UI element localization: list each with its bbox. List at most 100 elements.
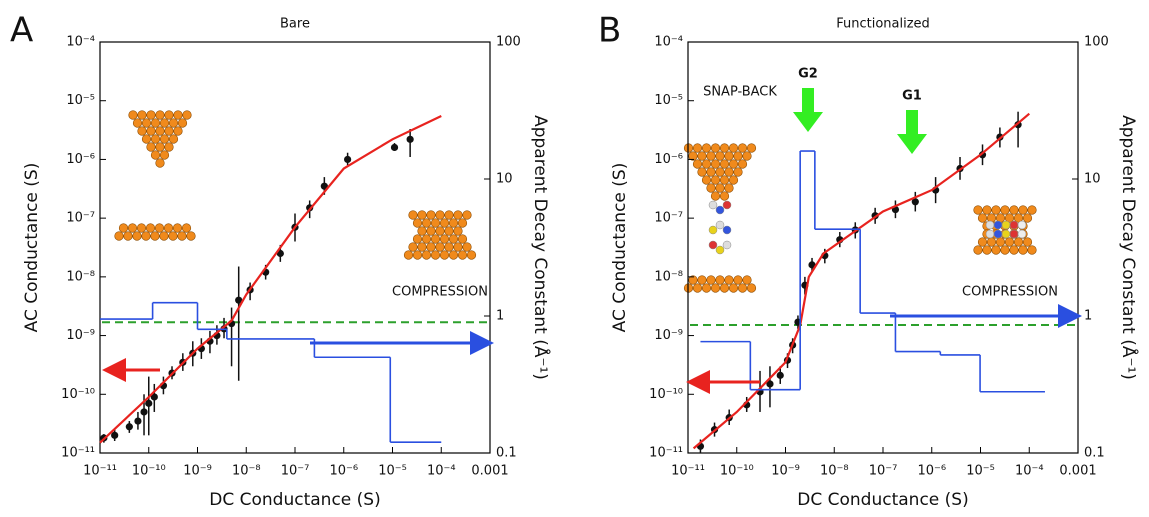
atom bbox=[426, 210, 436, 220]
atom bbox=[168, 134, 179, 144]
atom bbox=[719, 143, 730, 153]
x-tick-label: 10⁻⁵ bbox=[966, 464, 995, 479]
y-tick-label: 10⁻⁴ bbox=[654, 35, 683, 50]
atom bbox=[1009, 205, 1019, 215]
y-axis-label: AC Conductance (S) bbox=[610, 163, 630, 333]
y-tick-label: 10⁻⁷ bbox=[66, 211, 95, 226]
atom bbox=[155, 142, 165, 152]
atom bbox=[742, 275, 752, 285]
atom bbox=[141, 118, 152, 128]
y-tick-label: 10⁻⁵ bbox=[66, 93, 95, 108]
atom bbox=[123, 231, 133, 241]
x-tick-label: 10⁻⁶ bbox=[329, 464, 358, 479]
atom bbox=[164, 142, 174, 152]
atom bbox=[715, 167, 725, 177]
molecule-atom bbox=[1017, 229, 1027, 239]
y2-tick-label: 1 bbox=[1084, 309, 1092, 324]
y2-axis-label: Apparent Decay Constant (Å⁻¹) bbox=[1118, 115, 1140, 380]
atom bbox=[150, 118, 161, 128]
x-tick-label: 0.001 bbox=[471, 464, 508, 479]
highlight-arrow bbox=[897, 110, 927, 154]
atom bbox=[439, 250, 450, 260]
atom bbox=[114, 231, 124, 241]
atom bbox=[724, 183, 734, 193]
atom bbox=[724, 275, 734, 285]
y2-tick-label: 100 bbox=[496, 35, 521, 50]
atom bbox=[1018, 205, 1028, 215]
atom bbox=[430, 250, 441, 260]
atom bbox=[146, 142, 156, 152]
atom bbox=[728, 283, 739, 293]
atom bbox=[430, 234, 441, 244]
data-point bbox=[150, 393, 158, 401]
atom bbox=[159, 134, 170, 144]
atom bbox=[697, 151, 707, 161]
atom bbox=[973, 245, 983, 255]
x-axis-label: DC Conductance (S) bbox=[209, 490, 380, 510]
y-tick-label: 10⁻¹⁰ bbox=[649, 387, 683, 402]
atom bbox=[132, 231, 142, 241]
atom bbox=[688, 275, 698, 285]
atom bbox=[1000, 245, 1010, 255]
atom bbox=[462, 210, 472, 220]
atom bbox=[444, 210, 454, 220]
data-point bbox=[808, 261, 816, 269]
atom bbox=[1027, 205, 1037, 215]
atom bbox=[444, 226, 454, 236]
atom bbox=[724, 167, 734, 177]
atom bbox=[986, 213, 997, 223]
annotation: G2 bbox=[798, 67, 818, 82]
data-point bbox=[766, 380, 774, 388]
atom bbox=[146, 126, 156, 136]
atom bbox=[155, 126, 165, 136]
atom bbox=[1027, 245, 1037, 255]
annotation: COMPRESSION bbox=[962, 285, 1058, 300]
atom bbox=[737, 143, 748, 153]
fit-line bbox=[99, 115, 442, 444]
y-tick-label: 10⁻⁸ bbox=[654, 269, 683, 284]
atom bbox=[701, 283, 712, 293]
atom bbox=[1022, 237, 1033, 247]
atom bbox=[408, 210, 418, 220]
atom bbox=[154, 223, 165, 233]
atom bbox=[719, 175, 730, 185]
x-tick-label: 10⁻¹¹ bbox=[671, 464, 705, 479]
atom bbox=[444, 242, 454, 252]
y2-tick-label: 10 bbox=[496, 172, 513, 187]
atom bbox=[137, 110, 147, 120]
atom bbox=[719, 191, 730, 201]
atom bbox=[462, 242, 472, 252]
atom bbox=[412, 218, 423, 228]
atom bbox=[426, 226, 436, 236]
data-point bbox=[344, 155, 352, 164]
atom bbox=[1022, 213, 1033, 223]
molecule-atom bbox=[708, 200, 718, 210]
atom bbox=[127, 223, 138, 233]
x-tick-label: 0.001 bbox=[1059, 464, 1096, 479]
atom bbox=[439, 218, 450, 228]
data-point bbox=[911, 198, 919, 206]
y-tick-label: 10⁻¹¹ bbox=[649, 446, 683, 461]
atom bbox=[692, 283, 703, 293]
x-tick-label: 10⁻¹⁰ bbox=[132, 464, 166, 479]
y2-axis-label: Apparent Decay Constant (Å⁻¹) bbox=[530, 115, 552, 380]
atom bbox=[421, 250, 432, 260]
molecule-atom bbox=[1009, 220, 1019, 230]
atom bbox=[719, 159, 730, 169]
data-point bbox=[406, 135, 414, 143]
atom bbox=[977, 237, 988, 247]
atom bbox=[155, 110, 165, 120]
data-point bbox=[134, 417, 142, 425]
x-tick-label: 10⁻⁹ bbox=[183, 464, 212, 479]
atom bbox=[164, 110, 174, 120]
atom bbox=[172, 223, 183, 233]
atom bbox=[710, 191, 721, 201]
atom bbox=[118, 223, 129, 233]
atom bbox=[995, 237, 1006, 247]
data-point bbox=[776, 371, 784, 379]
atom bbox=[701, 159, 712, 169]
atom bbox=[159, 231, 169, 241]
atom bbox=[435, 242, 445, 252]
x-tick-label: 10⁻⁹ bbox=[771, 464, 800, 479]
x-tick-label: 10⁻¹¹ bbox=[83, 464, 117, 479]
